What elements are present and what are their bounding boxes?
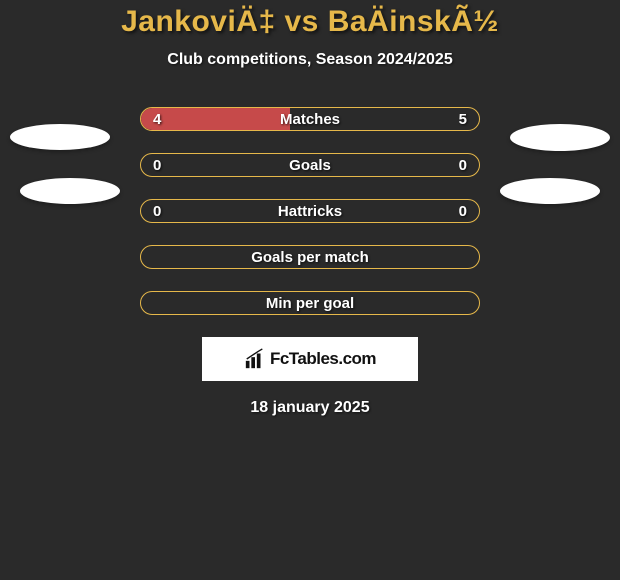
brand-text: FcTables.com [270, 349, 376, 369]
stat-row: 0 Hattricks 0 [0, 199, 620, 227]
stat-row: Goals per match [0, 245, 620, 273]
stat-value-right: 5 [459, 111, 467, 128]
stat-label: Goals [289, 157, 331, 174]
snapshot-date: 18 january 2025 [0, 399, 620, 417]
stat-row: 0 Goals 0 [0, 153, 620, 181]
stat-bar: Goals per match [140, 245, 480, 269]
stat-value-left: 4 [153, 111, 161, 128]
player-left-indicator-1 [10, 124, 110, 150]
stat-row: Min per goal [0, 291, 620, 319]
player-right-indicator-2 [500, 178, 600, 204]
stat-value-left: 0 [153, 157, 161, 174]
stat-label: Hattricks [278, 203, 342, 220]
subtitle: Club competitions, Season 2024/2025 [0, 51, 620, 69]
page-title: JankoviÄ‡ vs BaÄinskÃ½ [0, 5, 620, 39]
stat-bar: 0 Hattricks 0 [140, 199, 480, 223]
stat-bar-fill [141, 108, 290, 130]
stat-label: Min per goal [266, 295, 354, 312]
stat-bar: 4 Matches 5 [140, 107, 480, 131]
comparison-widget: JankoviÄ‡ vs BaÄinskÃ½ Club competitions… [0, 0, 620, 417]
stat-label: Matches [280, 111, 340, 128]
bars-icon [244, 348, 266, 370]
stat-label: Goals per match [251, 249, 369, 266]
brand-badge[interactable]: FcTables.com [202, 337, 418, 381]
stat-bar: Min per goal [140, 291, 480, 315]
stat-value-left: 0 [153, 203, 161, 220]
stat-bar: 0 Goals 0 [140, 153, 480, 177]
stat-value-right: 0 [459, 157, 467, 174]
player-left-indicator-2 [20, 178, 120, 204]
player-right-indicator-1 [510, 124, 610, 151]
stat-value-right: 0 [459, 203, 467, 220]
